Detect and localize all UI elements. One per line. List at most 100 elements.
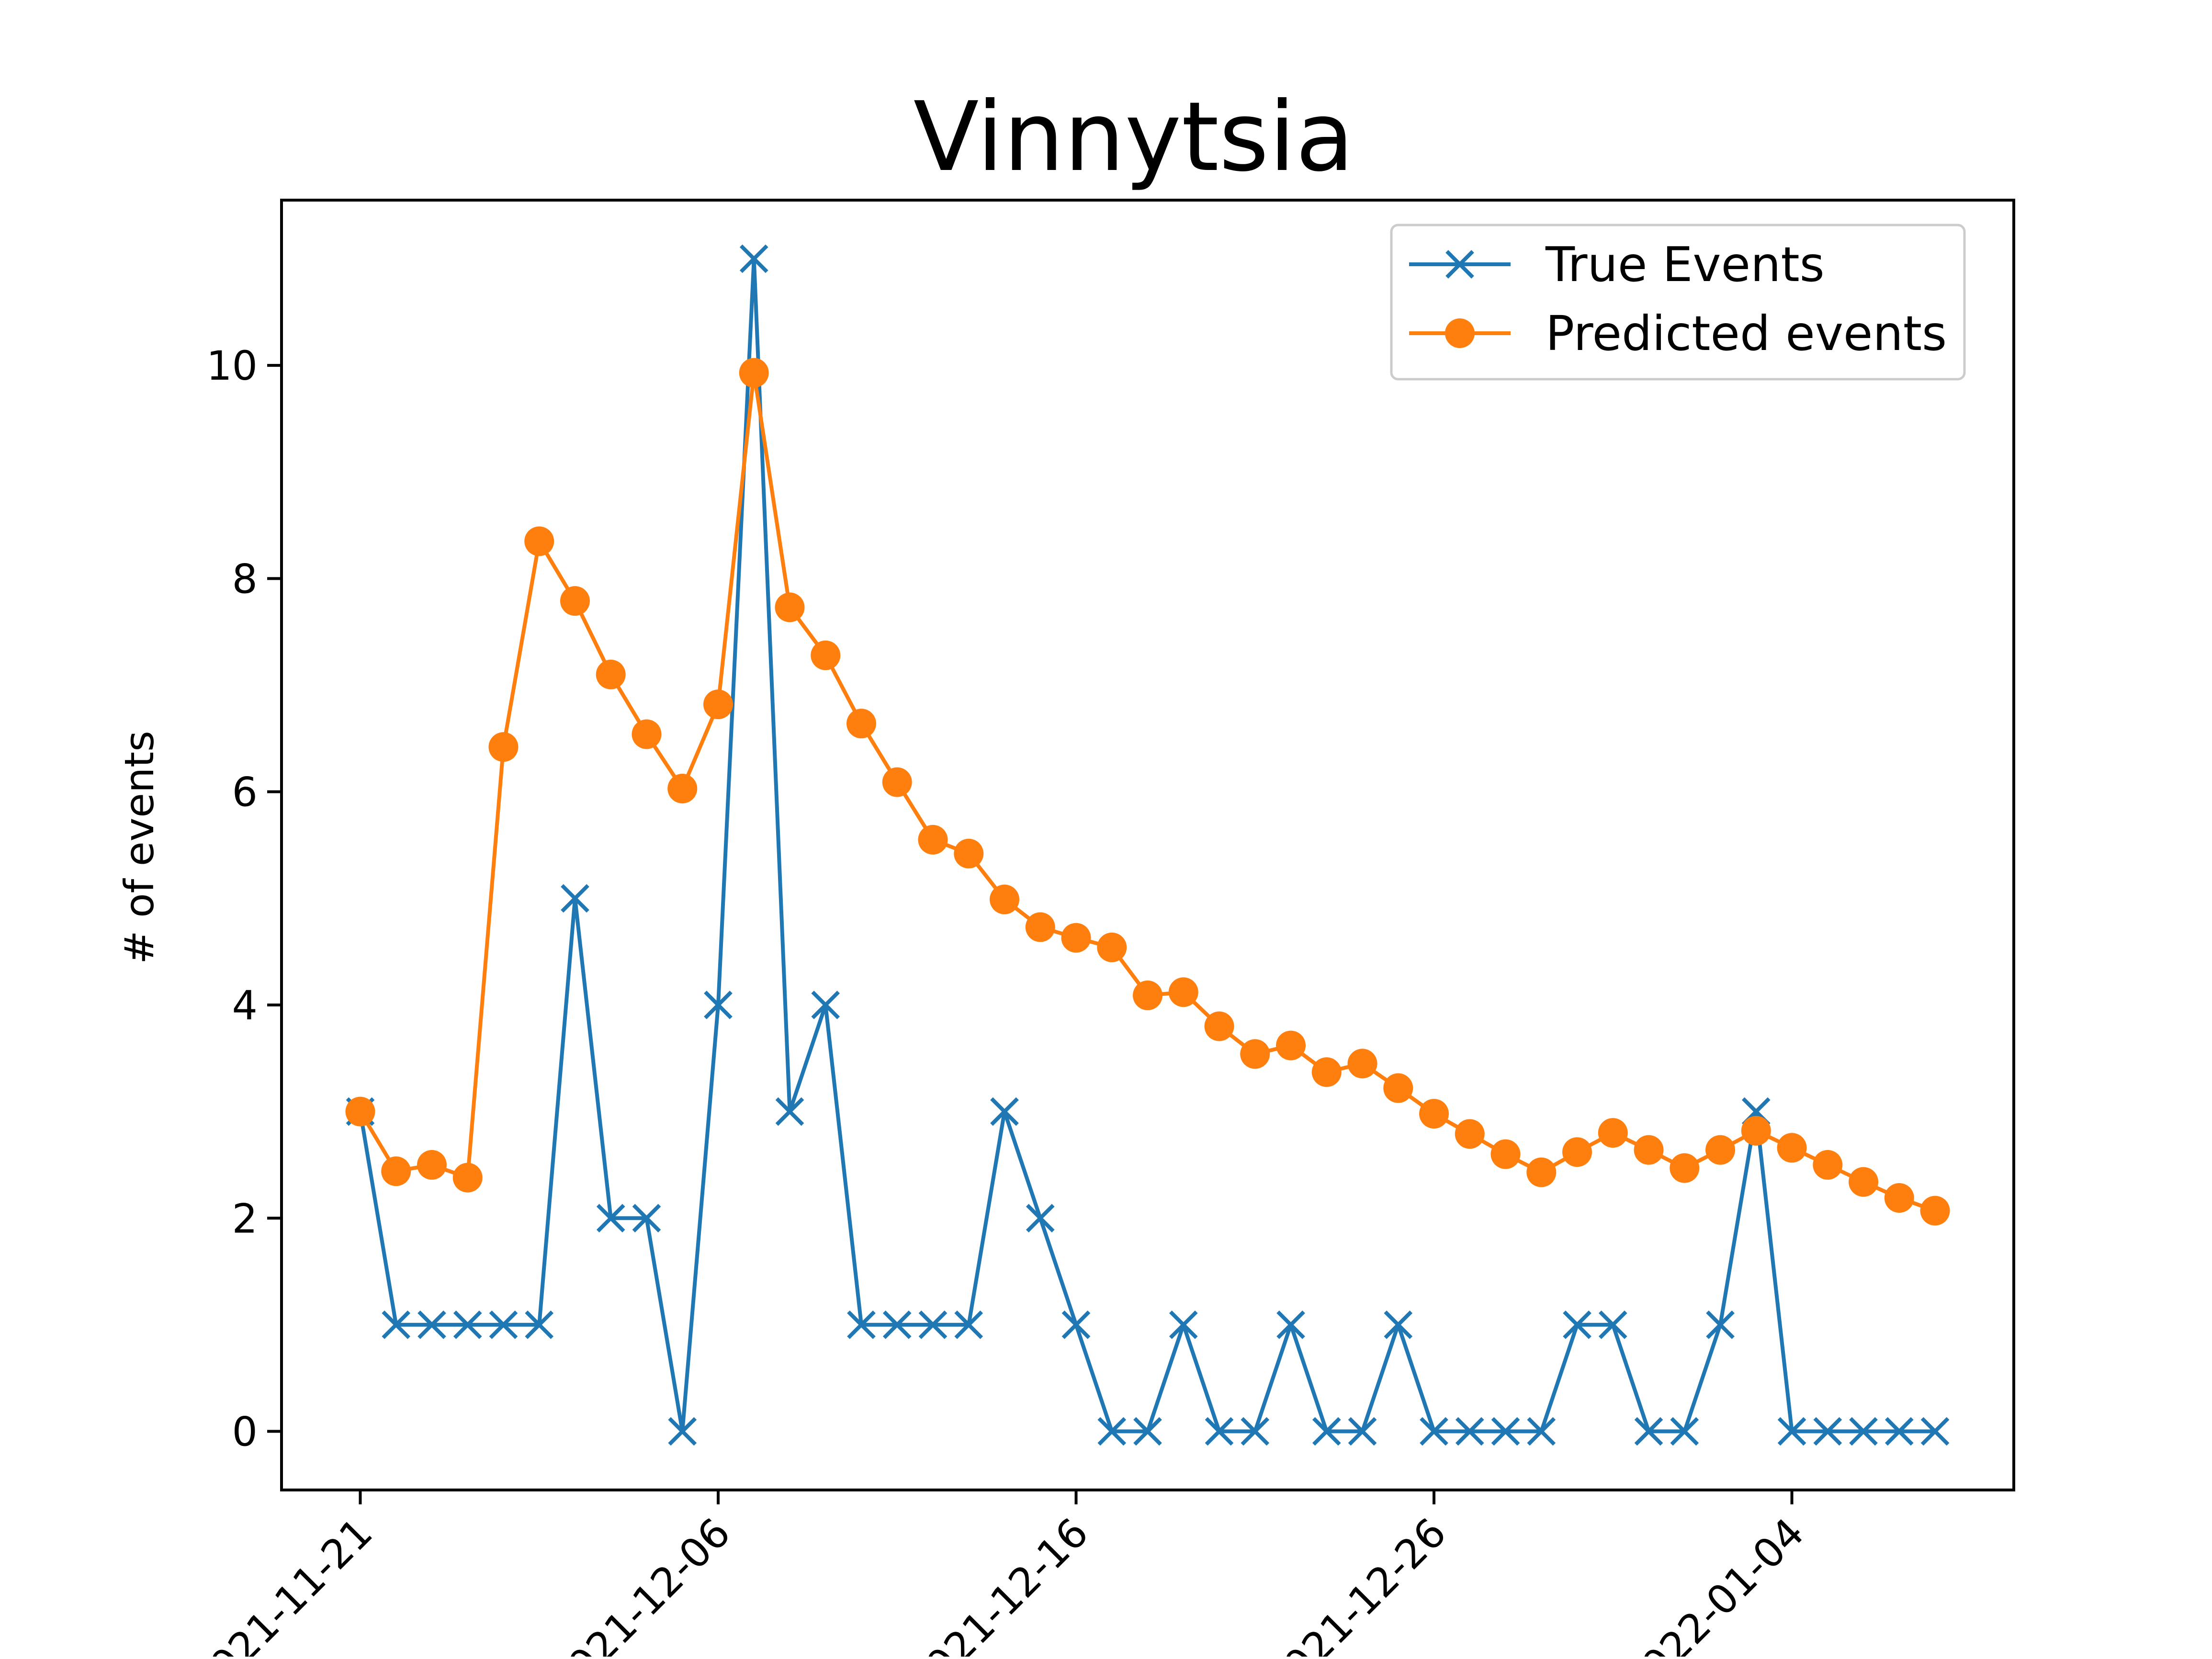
true-events-point (418, 1310, 446, 1339)
true-events-point (596, 1204, 625, 1233)
predicted-events-point (1777, 1133, 1807, 1163)
predicted-events-point (846, 709, 876, 739)
predicted-events-point (954, 838, 984, 869)
true-events-point (990, 1097, 1019, 1126)
true-events-point (704, 991, 733, 1019)
legend-true-events-marker (1445, 250, 1474, 279)
true-events-point (668, 1417, 697, 1446)
predicted-events-point (560, 586, 590, 616)
predicted-events-point (811, 640, 841, 670)
true-events-point (1026, 1204, 1055, 1233)
predicted-events-point (1061, 923, 1091, 953)
y-tick-label: 10 (206, 342, 258, 389)
predicted-events-point (488, 732, 519, 762)
predicted-events-point (775, 592, 805, 622)
predicted-events-point (632, 719, 662, 749)
predicted-events-point (703, 689, 733, 720)
true-events-point (1133, 1417, 1162, 1446)
true-events-point (1491, 1417, 1520, 1446)
predicted-events-point (918, 824, 948, 855)
legend-box (1390, 224, 1966, 381)
true-events-point (1706, 1310, 1735, 1339)
y-tick-label: 8 (232, 555, 258, 602)
legend-true-events-label: True Events (1545, 237, 1825, 293)
true-events-point (1670, 1417, 1699, 1446)
predicted-events-point (1884, 1183, 1914, 1213)
predicted-events-point (1920, 1196, 1950, 1226)
axes-frame (280, 199, 2015, 1491)
true-events-point (882, 1310, 912, 1339)
true-events-point (775, 1097, 804, 1126)
predicted-events-point (524, 526, 554, 556)
true-events-point (1849, 1417, 1878, 1446)
true-events-point (1885, 1417, 1914, 1446)
y-tick-label: 2 (232, 1195, 258, 1242)
predicted-events-point (1276, 1030, 1306, 1061)
true-events-point (1920, 1417, 1950, 1446)
true-events-point (954, 1310, 983, 1339)
predicted-events-point (1634, 1135, 1664, 1165)
true-events-point (1634, 1417, 1663, 1446)
predicted-events-point (667, 773, 698, 803)
true-events-point (1777, 1417, 1806, 1446)
true-events-point (1169, 1310, 1198, 1339)
true-events-point (811, 991, 840, 1019)
predicted-events-point (1097, 932, 1127, 962)
predicted-events-point (1133, 980, 1162, 1010)
predicted-events-point (1526, 1157, 1557, 1187)
true-events-point (1241, 1417, 1270, 1446)
predicted-events-point (1598, 1118, 1628, 1148)
true-events-point (1384, 1310, 1413, 1339)
true-events-point (1276, 1310, 1305, 1339)
predicted-events-point (1240, 1039, 1270, 1069)
predicted-events-point (1347, 1049, 1377, 1079)
true-events-point (918, 1310, 948, 1339)
predicted-events-point (1849, 1167, 1879, 1197)
predicted-events-point (989, 884, 1019, 914)
predicted-events-point (1204, 1011, 1234, 1041)
legend-predicted-events-label: Predicted events (1546, 305, 1947, 361)
true-events-point (382, 1310, 411, 1339)
predicted-events-point (1419, 1099, 1449, 1129)
legend: True Events Predicted events (1390, 224, 1966, 381)
predicted-events-point (1490, 1139, 1521, 1169)
predicted-events-point (381, 1156, 411, 1186)
true-events-point (1205, 1417, 1234, 1446)
true-events-point (1312, 1417, 1341, 1446)
predicted-events-point (452, 1162, 483, 1193)
predicted-events-point (1168, 977, 1198, 1007)
predicted-events-point (1670, 1153, 1700, 1183)
predicted-events-point (1741, 1116, 1771, 1146)
predicted-events-point (417, 1150, 447, 1180)
y-tick-label: 0 (232, 1409, 258, 1456)
predicted-events-point (739, 358, 769, 388)
legend-predicted-events-marker (1445, 318, 1475, 348)
predicted-events-point (345, 1096, 375, 1127)
y-tick-label: 6 (232, 769, 258, 816)
true-events-point (1420, 1417, 1448, 1446)
true-events-point (1813, 1417, 1842, 1446)
predicted-events-point (1455, 1119, 1485, 1149)
true-events-point (1598, 1310, 1627, 1339)
true-events-point (1348, 1417, 1377, 1446)
true-events-point (561, 884, 589, 913)
plot-area (345, 244, 1950, 1446)
true-events-point (1061, 1310, 1091, 1339)
predicted-events-point (596, 659, 626, 689)
true-events-point (489, 1310, 518, 1339)
predicted-events-point (1311, 1057, 1342, 1087)
predicted-events-point (882, 767, 912, 797)
predicted-events-point (1813, 1150, 1843, 1180)
predicted-events-point (1705, 1135, 1736, 1165)
true-events-point (453, 1310, 482, 1339)
true-events-point (1455, 1417, 1484, 1446)
true-events-point (739, 244, 768, 273)
true-events-point (632, 1204, 661, 1233)
true-events-point (1097, 1417, 1127, 1446)
predicted-events-point (1383, 1073, 1413, 1103)
true-events-point (847, 1310, 876, 1339)
true-events-point (1563, 1310, 1591, 1339)
predicted-events-point (1025, 912, 1055, 942)
